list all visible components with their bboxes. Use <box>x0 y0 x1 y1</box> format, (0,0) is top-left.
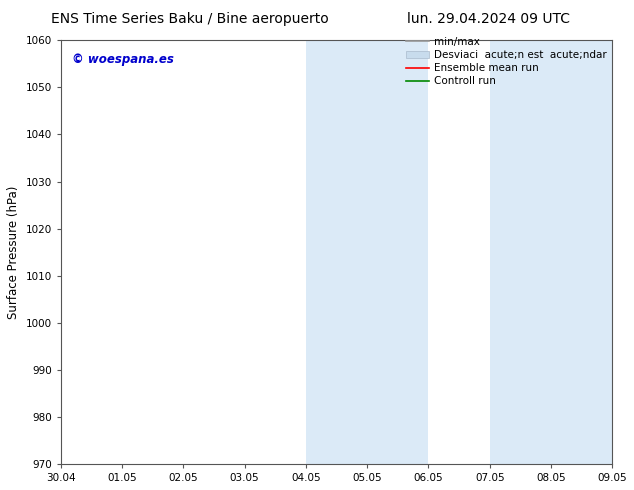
Y-axis label: Surface Pressure (hPa): Surface Pressure (hPa) <box>7 186 20 319</box>
Text: lun. 29.04.2024 09 UTC: lun. 29.04.2024 09 UTC <box>406 12 570 26</box>
Text: © woespana.es: © woespana.es <box>72 53 174 66</box>
Bar <box>306 40 429 464</box>
Text: ENS Time Series Baku / Bine aeropuerto: ENS Time Series Baku / Bine aeropuerto <box>51 12 329 26</box>
Bar <box>489 40 612 464</box>
Legend: min/max, Desviaci  acute;n est  acute;ndar, Ensemble mean run, Controll run: min/max, Desviaci acute;n est acute;ndar… <box>406 37 607 86</box>
